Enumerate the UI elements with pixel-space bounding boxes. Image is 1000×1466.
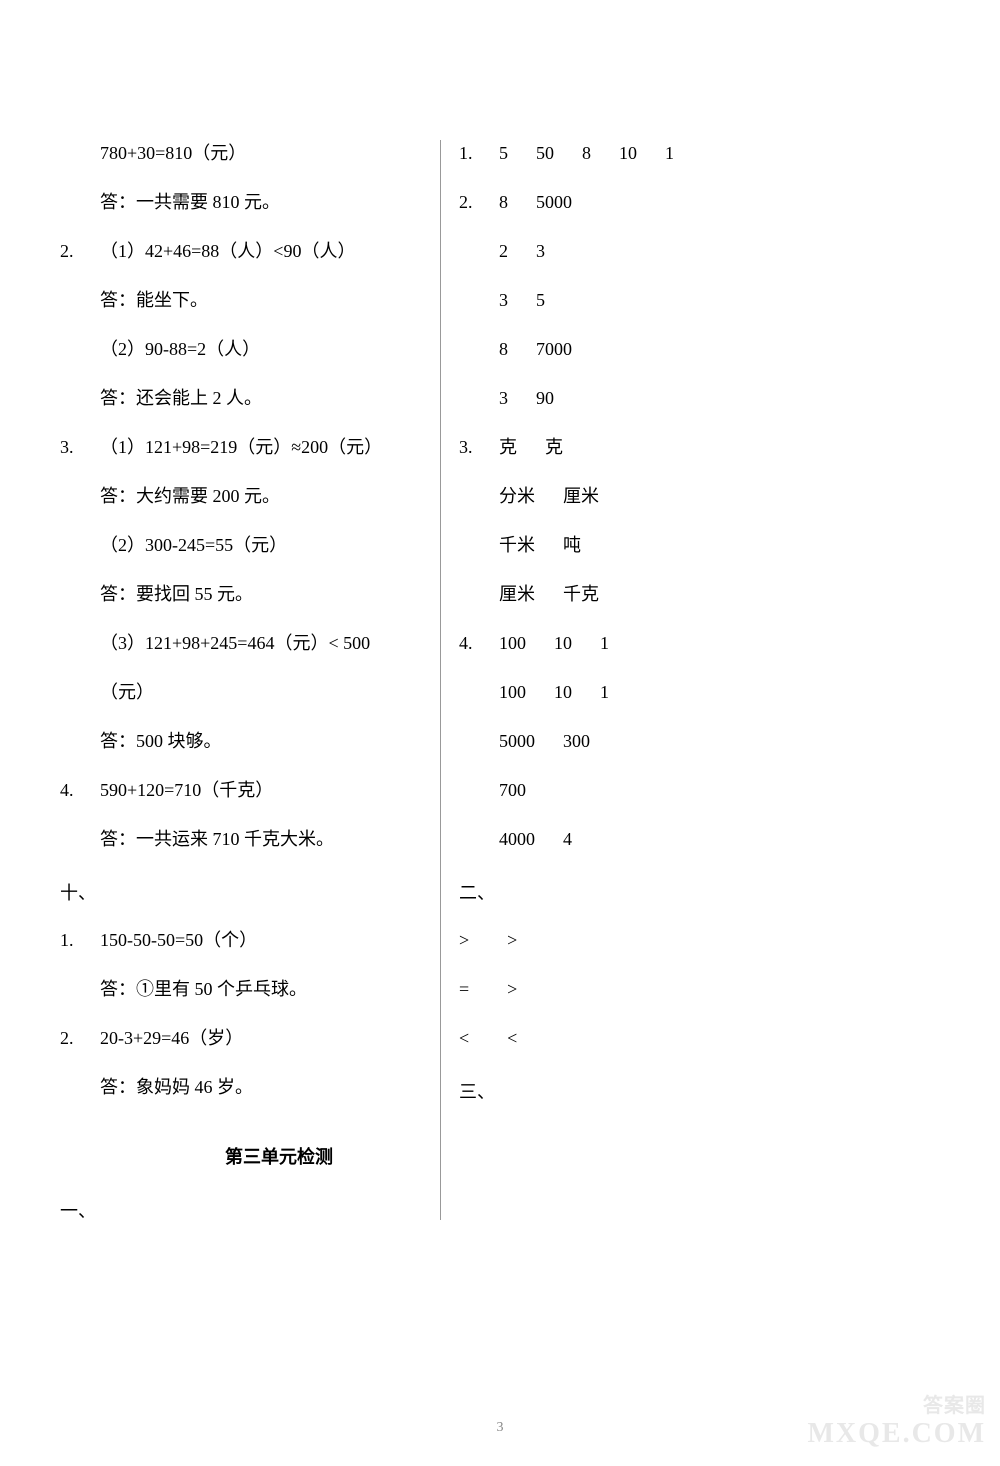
- page-number: 3: [497, 1420, 504, 1436]
- text-line: 答：能坐下。: [100, 287, 428, 314]
- text-line: （2）300-245=55（元）: [100, 532, 428, 559]
- text-line: 答：象妈妈 46 岁。: [100, 1074, 428, 1101]
- item-number: 2.: [459, 189, 499, 216]
- text-line: 1.5508101: [459, 140, 830, 167]
- text-line: 4.590+120=710（千克）: [60, 777, 428, 804]
- section-number: 二、: [459, 879, 830, 905]
- two-column-layout: 780+30=810（元） 答：一共需要 810 元。 2.（1）42+46=8…: [60, 140, 940, 1220]
- text-line: 87000: [499, 336, 830, 363]
- text-line: 100101: [499, 679, 830, 706]
- left-column: 780+30=810（元） 答：一共需要 810 元。 2.（1）42+46=8…: [60, 140, 440, 1220]
- text-line: 答：还会能上 2 人。: [100, 385, 428, 412]
- section-number: 一、: [60, 1197, 428, 1223]
- text-line: 答：一共需要 810 元。: [100, 189, 428, 216]
- text-line: 23: [499, 238, 830, 265]
- text-line: （3）121+98+245=464（元）< 500: [100, 630, 428, 657]
- text-line: （元）: [100, 679, 428, 706]
- watermark-text-top: 答案圈: [923, 1389, 986, 1418]
- text-line: 2.20-3+29=46（岁）: [60, 1025, 428, 1052]
- item-number: 3.: [459, 434, 499, 461]
- text-line: 35: [499, 287, 830, 314]
- text-line: 40004: [499, 826, 830, 853]
- item-number: 3.: [60, 434, 100, 461]
- text-line: 答：一共运来 710 千克大米。: [100, 826, 428, 853]
- section-number: 十、: [60, 879, 428, 905]
- text-line: 答：要找回 55 元。: [100, 581, 428, 608]
- text-line: =>: [459, 976, 830, 1003]
- text-line: 2.（1）42+46=88（人）<90（人）: [60, 238, 428, 265]
- text-line: （2）90-88=2（人）: [100, 336, 428, 363]
- unit-title: 第三单元检测: [60, 1143, 428, 1169]
- section-number: 三、: [459, 1078, 830, 1104]
- text-line: 2.85000: [459, 189, 830, 216]
- text-line: 千米吨: [499, 532, 830, 559]
- text-line: 390: [499, 385, 830, 412]
- item-number: 1.: [60, 927, 100, 954]
- text-line: 分米厘米: [499, 483, 830, 510]
- text-line: 答：大约需要 200 元。: [100, 483, 428, 510]
- text-line: 答：500 块够。: [100, 728, 428, 755]
- text-line: 4.100101: [459, 630, 830, 657]
- item-number: 2.: [60, 1025, 100, 1052]
- right-column: 1.5508101 2.85000 23 35 87000 390 3.克克 分…: [440, 140, 830, 1220]
- text-line: 厘米千克: [499, 581, 830, 608]
- item-number: 4.: [60, 777, 100, 804]
- text-line: >>: [459, 927, 830, 954]
- item-number: 2.: [60, 238, 100, 265]
- text-line: 3.（1）121+98=219（元）≈200（元）: [60, 434, 428, 461]
- text-line: 5000300: [499, 728, 830, 755]
- watermark-text-bottom: MXQE.COM: [807, 1418, 986, 1450]
- text-line: <<: [459, 1025, 830, 1052]
- item-number: 4.: [459, 630, 499, 657]
- text-line: 答：①里有 50 个乒乓球。: [100, 976, 428, 1003]
- text-line: 700: [499, 777, 830, 804]
- text-line: 780+30=810（元）: [100, 140, 428, 167]
- text-line: 3.克克: [459, 434, 830, 461]
- text-line: 1.150-50-50=50（个）: [60, 927, 428, 954]
- item-number: 1.: [459, 140, 499, 167]
